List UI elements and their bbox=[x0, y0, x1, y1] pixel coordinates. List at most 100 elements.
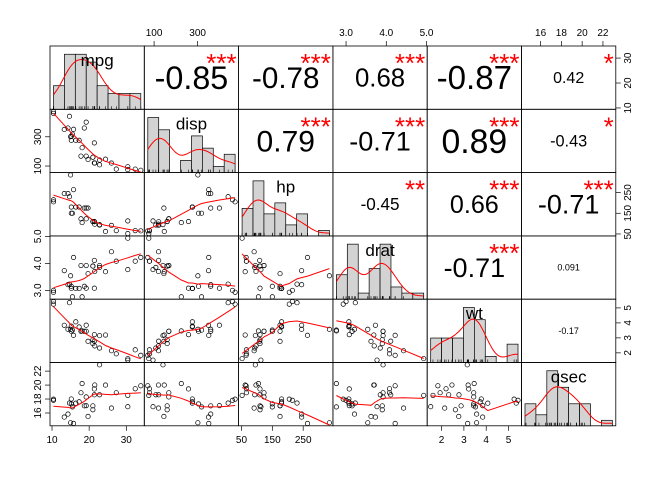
data-point bbox=[91, 257, 97, 263]
data-point bbox=[189, 319, 195, 325]
variable-label: qsec bbox=[551, 368, 587, 387]
data-point bbox=[242, 332, 248, 338]
data-point bbox=[113, 228, 119, 234]
density-curve bbox=[147, 137, 236, 165]
data-point bbox=[294, 400, 300, 406]
hist-bar bbox=[53, 85, 65, 110]
tick-label: 4.0 bbox=[33, 256, 44, 270]
data-point bbox=[277, 322, 283, 328]
data-point bbox=[352, 300, 358, 306]
data-point bbox=[50, 301, 57, 307]
data-point bbox=[333, 327, 339, 333]
data-point bbox=[156, 338, 162, 344]
smooth-line bbox=[336, 395, 424, 406]
data-point bbox=[50, 287, 57, 293]
data-point bbox=[71, 187, 77, 193]
data-point bbox=[368, 338, 374, 344]
data-point bbox=[269, 294, 275, 300]
tick-label: 16 bbox=[535, 28, 547, 39]
tick-label: 30 bbox=[623, 52, 634, 64]
data-point bbox=[208, 328, 214, 334]
data-point bbox=[92, 382, 98, 388]
data-point bbox=[90, 263, 96, 269]
data-point bbox=[68, 283, 74, 289]
panel-qsec-qsec: qsec bbox=[521, 362, 617, 427]
data-point bbox=[225, 281, 231, 287]
hist-bar bbox=[118, 93, 131, 110]
panel-frame bbox=[143, 362, 240, 427]
data-point bbox=[372, 414, 378, 420]
data-point bbox=[304, 332, 311, 338]
panel-qsec-drat bbox=[332, 362, 428, 427]
variable-label: mpg bbox=[81, 51, 114, 70]
data-point bbox=[161, 338, 167, 344]
hist-bar bbox=[147, 117, 160, 173]
data-point bbox=[277, 328, 283, 334]
panel-disp-qsec: -0.43 * bbox=[521, 108, 617, 174]
data-point bbox=[92, 221, 98, 227]
data-point bbox=[286, 301, 292, 307]
data-point bbox=[277, 413, 283, 420]
correlation-value: -0.71 bbox=[538, 190, 600, 220]
data-point bbox=[83, 153, 89, 159]
data-point bbox=[208, 403, 214, 409]
data-point bbox=[333, 404, 339, 410]
data-point bbox=[150, 357, 156, 363]
data-point bbox=[372, 322, 378, 328]
data-point bbox=[113, 166, 119, 172]
data-point bbox=[178, 294, 184, 300]
tick-label: 4.0 bbox=[379, 28, 393, 39]
data-point bbox=[299, 268, 305, 274]
data-point bbox=[79, 145, 85, 151]
data-point bbox=[239, 235, 245, 241]
data-point bbox=[206, 187, 212, 193]
axis-y-qsec: 16 18 20 22 bbox=[33, 365, 50, 419]
panel-drat-mpg bbox=[49, 235, 145, 300]
data-point bbox=[146, 235, 152, 241]
data-point bbox=[108, 348, 115, 354]
significance-stars: *** bbox=[489, 238, 519, 268]
data-point bbox=[257, 392, 263, 398]
data-point bbox=[242, 269, 248, 275]
hist-bar bbox=[568, 403, 580, 427]
data-point bbox=[380, 390, 386, 396]
tick-label: 18 bbox=[556, 28, 568, 39]
data-point bbox=[277, 271, 283, 277]
density-curve bbox=[430, 318, 519, 358]
data-point bbox=[138, 352, 144, 358]
correlation-value: -0.85 bbox=[155, 60, 229, 96]
data-point bbox=[161, 205, 167, 211]
panel-qsec-disp bbox=[143, 362, 240, 427]
data-point bbox=[466, 386, 472, 392]
data-point bbox=[452, 407, 458, 413]
data-point bbox=[113, 351, 119, 357]
variable-label: disp bbox=[176, 114, 207, 133]
panel-hp-disp bbox=[143, 172, 240, 237]
data-point bbox=[102, 382, 109, 388]
data-point bbox=[78, 262, 84, 269]
data-point bbox=[97, 264, 103, 270]
data-point bbox=[97, 345, 103, 351]
data-point bbox=[480, 414, 486, 420]
data-point bbox=[294, 281, 300, 287]
axis-wt: 2 3 4 5 bbox=[439, 425, 512, 446]
data-point bbox=[161, 413, 167, 420]
hist-bar bbox=[158, 129, 170, 173]
tick-label: 150 bbox=[623, 204, 634, 221]
data-point bbox=[258, 267, 264, 273]
data-point bbox=[446, 392, 452, 398]
data-point bbox=[146, 258, 153, 264]
panel-hp-mpg bbox=[49, 172, 145, 237]
data-point bbox=[102, 269, 109, 275]
data-point bbox=[68, 273, 74, 279]
data-point bbox=[299, 414, 305, 420]
data-point bbox=[458, 403, 464, 409]
significance-stars: *** bbox=[489, 111, 519, 141]
data-point bbox=[229, 298, 236, 305]
data-point bbox=[195, 283, 202, 289]
data-point bbox=[289, 397, 295, 403]
data-point bbox=[71, 126, 77, 132]
data-point bbox=[299, 282, 305, 288]
data-point bbox=[471, 394, 477, 400]
data-point bbox=[340, 396, 346, 402]
